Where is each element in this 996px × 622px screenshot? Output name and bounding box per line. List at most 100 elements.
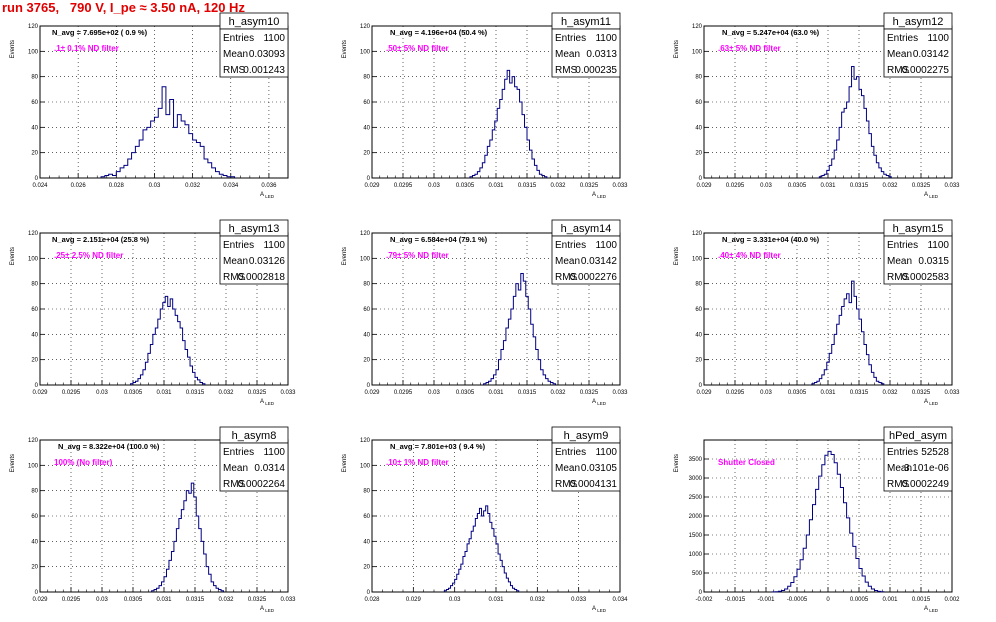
stats-box: h_asym14 Entries 1100 Mean 0.03142RMS0.00022… [551, 219, 621, 285]
y-tick-label: 100 [28, 463, 39, 469]
y-axis-title: Events [674, 454, 680, 472]
x-tick-label: 0.032 [218, 597, 234, 603]
stats-mean-label: Mean [555, 49, 580, 60]
x-tick-label: 0.0315 [186, 597, 205, 603]
y-tick-label: 60 [363, 514, 370, 520]
y-tick-label: 2000 [689, 514, 703, 520]
y-tick-label: 40 [695, 125, 702, 131]
x-axis-title: A LED [592, 606, 607, 613]
histogram-line [151, 482, 225, 592]
histogram-line [100, 86, 236, 178]
x-tick-label: 0.0295 [726, 183, 745, 189]
x-tick-label: 0.0305 [124, 597, 143, 603]
x-tick-label: -0.0015 [725, 597, 746, 603]
x-tick-label: 0.001 [882, 597, 898, 603]
x-tick-label: 0.03 [96, 597, 108, 603]
stats-mean-label: Mean [555, 463, 580, 474]
x-tick-label: 0.034 [223, 183, 239, 189]
stats-title: hPed_asym [889, 430, 947, 442]
y-tick-label: 80 [31, 489, 38, 495]
x-tick-label: 0.024 [32, 183, 48, 189]
y-tick-label: 100 [28, 256, 39, 262]
x-axis-title: A LED [260, 399, 275, 406]
stats-mean-value: 0.03093 [249, 49, 286, 60]
y-tick-label: 100 [692, 256, 703, 262]
y-tick-label: 20 [363, 151, 370, 157]
stats-rms-value: 0.0002276 [570, 272, 618, 283]
y-axis-title: Events [674, 247, 680, 265]
x-tick-label: 0.0305 [788, 183, 807, 189]
x-tick-label: 0.0325 [580, 390, 599, 396]
x-tick-label: 0.032 [530, 597, 546, 603]
stats-body-frame [219, 28, 289, 78]
x-tick-label: 0.0295 [62, 390, 81, 396]
y-axis-title: Events [10, 247, 16, 265]
filter-label: .25± 2.5% ND filter [54, 251, 123, 260]
stats-entries-label: Entries [887, 33, 918, 44]
stats-rms-label: RMS [555, 65, 578, 76]
y-axis-title: Events [674, 40, 680, 58]
stats-entries-value: 1100 [263, 33, 285, 44]
x-tick-label: 0.0295 [726, 390, 745, 396]
n-avg-label: N_avg = 2.151e+04 (25.8 %) [52, 235, 150, 244]
y-tick-label: 0 [699, 590, 703, 596]
x-tick-label: -0.002 [695, 597, 713, 603]
stats-rms-value: 0.0002249 [902, 479, 950, 490]
y-axis-title: Events [10, 454, 16, 472]
stats-body-frame [883, 442, 953, 492]
n-avg-label: N_avg = 3.331e+04 (40.0 %) [722, 235, 820, 244]
stats-rms-label: RMS [555, 272, 578, 283]
stats-mean-label: Mean [887, 49, 912, 60]
x-tick-label: 0.031 [488, 390, 504, 396]
y-tick-label: 20 [363, 565, 370, 571]
y-tick-label: 0 [367, 590, 371, 596]
x-tick-label: 0.002 [944, 597, 960, 603]
x-tick-label: 0.029 [406, 597, 422, 603]
x-tick-label: 0.0015 [912, 597, 931, 603]
x-tick-label: 0.0315 [186, 390, 205, 396]
stats-mean-value: 0.03142 [913, 49, 950, 60]
x-tick-label: 0.0325 [248, 597, 267, 603]
x-tick-label: -0.0005 [787, 597, 808, 603]
stats-rms-label: RMS [223, 479, 246, 490]
y-tick-label: 0 [367, 383, 371, 389]
x-tick-label: 0.033 [612, 183, 628, 189]
stats-title: h_asym11 [561, 16, 611, 28]
y-tick-label: 40 [363, 125, 370, 131]
x-axis-title: A LED [924, 606, 939, 613]
x-tick-label: 0.033 [571, 597, 587, 603]
y-tick-label: 80 [695, 75, 702, 81]
filter-label: .1± 0.1% ND filter [54, 44, 119, 53]
stats-rms-label: RMS [887, 65, 910, 76]
stats-mean-value: 0.0313 [586, 49, 617, 60]
x-tick-label: 0.0305 [788, 390, 807, 396]
y-axis-title: Events [342, 40, 348, 58]
filter-label: .79± 5% ND filter [386, 251, 449, 260]
stats-title: h_asym8 [232, 430, 277, 442]
y-tick-label: 120 [360, 231, 371, 237]
y-tick-label: 120 [692, 24, 703, 30]
stats-rms-value: 0.001243 [243, 65, 285, 76]
filter-label: .40± 4% ND filter [718, 251, 781, 260]
stats-title: h_asym14 [561, 223, 612, 235]
y-tick-label: 20 [695, 358, 702, 364]
y-tick-label: 0 [367, 176, 371, 182]
n-avg-label: N_avg = 7.801e+03 ( 9.4 %) [390, 442, 486, 451]
histogram-panel: 0.029 0.0295 0.03 0.0305 0.031 0.0315 0.032 0.0… [10, 219, 296, 406]
y-tick-label: 40 [363, 539, 370, 545]
filter-label: 100% (No filter) [54, 458, 113, 467]
stats-title: h_asym10 [229, 16, 280, 28]
x-tick-label: 0.033 [280, 597, 296, 603]
x-tick-label: -0.001 [757, 597, 775, 603]
y-tick-label: 60 [31, 307, 38, 313]
y-tick-label: 0 [35, 383, 39, 389]
y-tick-label: 3000 [689, 476, 703, 482]
x-tick-label: 0.032 [185, 183, 201, 189]
x-tick-label: 0.029 [696, 183, 712, 189]
x-tick-label: 0.0325 [912, 390, 931, 396]
y-tick-label: 40 [31, 539, 38, 545]
x-tick-label: 0.0325 [248, 390, 267, 396]
stats-body-frame [551, 442, 621, 492]
